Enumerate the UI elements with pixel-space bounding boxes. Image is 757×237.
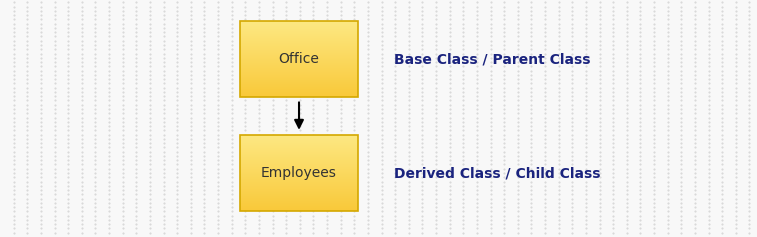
Text: Derived Class / Child Class: Derived Class / Child Class xyxy=(394,166,600,180)
Text: Base Class / Parent Class: Base Class / Parent Class xyxy=(394,52,590,66)
Text: Office: Office xyxy=(279,52,319,66)
Text: Employees: Employees xyxy=(261,166,337,180)
Bar xyxy=(241,135,358,211)
Bar xyxy=(241,21,358,97)
